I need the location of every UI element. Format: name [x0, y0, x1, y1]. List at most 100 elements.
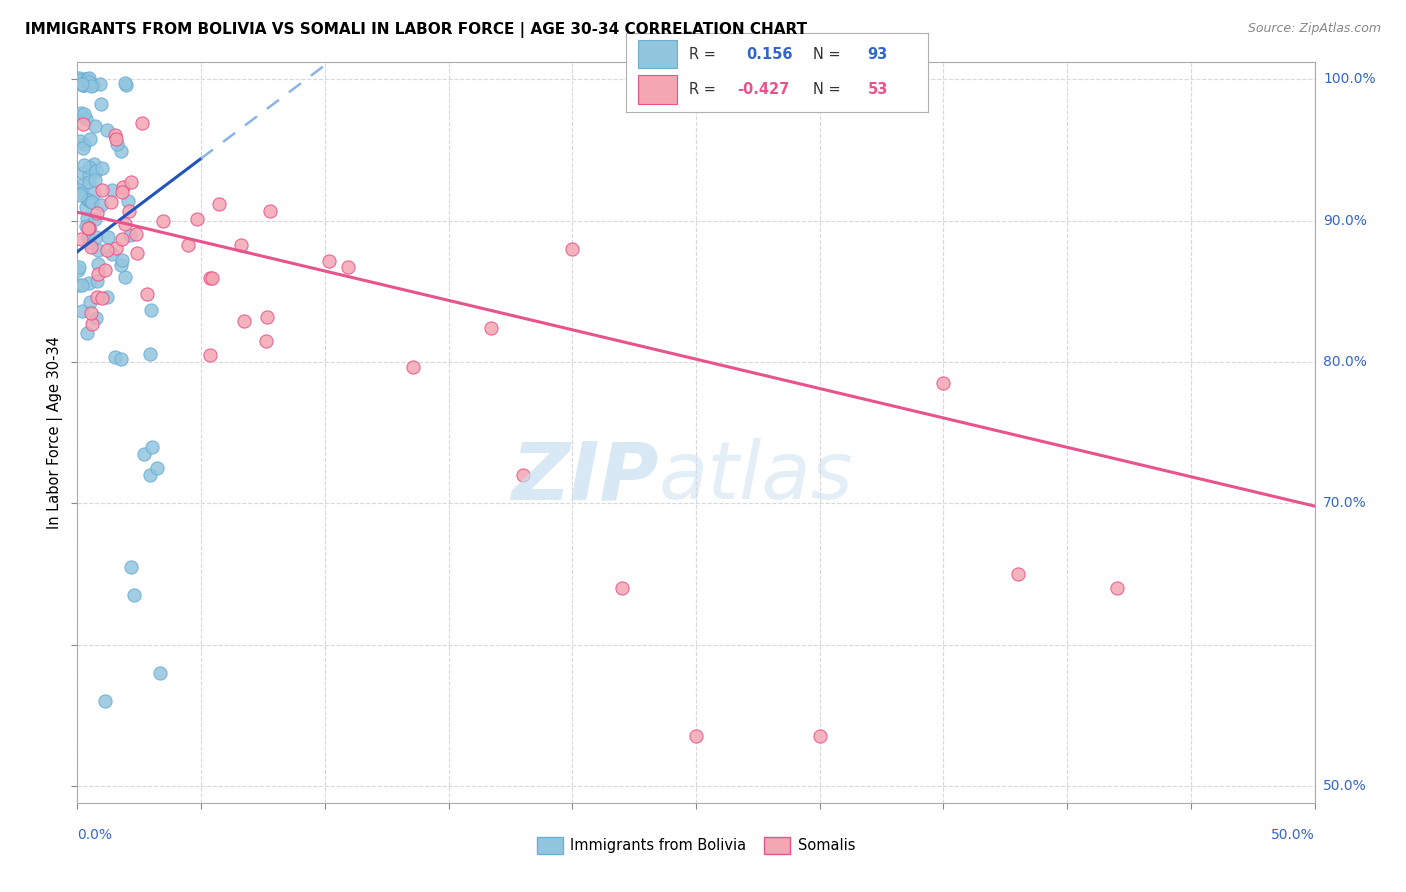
Point	[73, 137, 96, 152]
Point	[94, 263, 117, 277]
Point	[96, 290, 118, 304]
Point	[73, 158, 96, 172]
Point	[82, 78, 104, 92]
Point	[229, 237, 252, 252]
Point	[96, 123, 118, 137]
Point	[72, 78, 94, 92]
Text: atlas: atlas	[659, 438, 853, 516]
Point	[110, 144, 132, 158]
Point	[198, 347, 221, 361]
Text: R =: R =	[689, 82, 716, 97]
Point	[73, 75, 96, 89]
Point	[72, 76, 94, 90]
Point	[77, 276, 100, 290]
Text: IMMIGRANTS FROM BOLIVIA VS SOMALI IN LABOR FORCE | AGE 30-34 CORRELATION CHART: IMMIGRANTS FROM BOLIVIA VS SOMALI IN LAB…	[25, 22, 807, 38]
Point	[104, 128, 127, 143]
Point	[84, 310, 107, 325]
Point	[79, 132, 101, 146]
Point	[76, 192, 98, 206]
Point	[111, 185, 134, 199]
Point	[111, 232, 134, 246]
Point	[125, 227, 148, 241]
Point	[198, 270, 221, 285]
Point	[76, 326, 98, 340]
Point	[70, 303, 93, 318]
Point	[132, 447, 155, 461]
Point	[808, 730, 831, 744]
Point	[69, 188, 91, 202]
Point	[80, 195, 103, 210]
Point	[72, 141, 94, 155]
Point	[84, 163, 107, 178]
Bar	[638, 40, 678, 69]
Text: N =: N =	[813, 82, 841, 97]
Point	[86, 206, 108, 220]
Point	[96, 243, 118, 257]
Point	[82, 317, 104, 331]
Point	[104, 350, 127, 364]
Point	[152, 214, 174, 228]
Point	[70, 277, 93, 292]
Text: 0.156: 0.156	[747, 46, 793, 62]
Point	[84, 119, 107, 133]
Point	[402, 360, 425, 375]
Point	[79, 235, 101, 249]
Point	[1105, 581, 1128, 595]
Point	[73, 72, 96, 87]
Point	[104, 241, 127, 255]
Text: -0.427: -0.427	[738, 82, 790, 97]
Point	[259, 204, 281, 219]
Point	[79, 75, 101, 89]
Y-axis label: In Labor Force | Age 30-34: In Labor Force | Age 30-34	[48, 336, 63, 529]
Point	[87, 268, 110, 282]
Point	[118, 227, 141, 242]
Point	[80, 78, 103, 93]
Point	[100, 195, 122, 210]
Point	[177, 238, 200, 252]
Bar	[638, 76, 678, 103]
Point	[120, 559, 142, 574]
Point	[69, 134, 91, 148]
Point	[87, 243, 110, 257]
Point	[83, 186, 105, 201]
Point	[114, 269, 136, 284]
Point	[70, 186, 93, 201]
Point	[80, 194, 103, 209]
Point	[67, 278, 90, 293]
Point	[336, 260, 359, 274]
Point	[86, 274, 108, 288]
Point	[131, 116, 153, 130]
Point	[105, 131, 128, 145]
Point	[90, 198, 112, 212]
Point	[79, 306, 101, 320]
Text: N =: N =	[813, 46, 841, 62]
Point	[69, 73, 91, 87]
Point	[146, 461, 169, 475]
Point	[75, 72, 97, 87]
Point	[70, 78, 93, 92]
Point	[83, 173, 105, 187]
Point	[70, 106, 93, 120]
Point	[76, 211, 98, 225]
Point	[127, 245, 149, 260]
Point	[67, 260, 90, 274]
Point	[111, 253, 134, 268]
Point	[610, 581, 633, 595]
Point	[256, 310, 278, 324]
Point	[118, 203, 141, 218]
Point	[83, 157, 105, 171]
Point	[561, 242, 583, 256]
Point	[141, 440, 163, 454]
Point	[233, 314, 256, 328]
Point	[207, 197, 229, 211]
Point	[67, 262, 90, 277]
Point	[87, 257, 110, 271]
Text: Source: ZipAtlas.com: Source: ZipAtlas.com	[1247, 22, 1381, 36]
Point	[117, 194, 139, 208]
Point	[112, 179, 135, 194]
Point	[77, 160, 100, 174]
Point	[254, 334, 277, 348]
Point	[77, 220, 100, 235]
Text: 70.0%: 70.0%	[1323, 496, 1367, 510]
Point	[67, 70, 90, 85]
